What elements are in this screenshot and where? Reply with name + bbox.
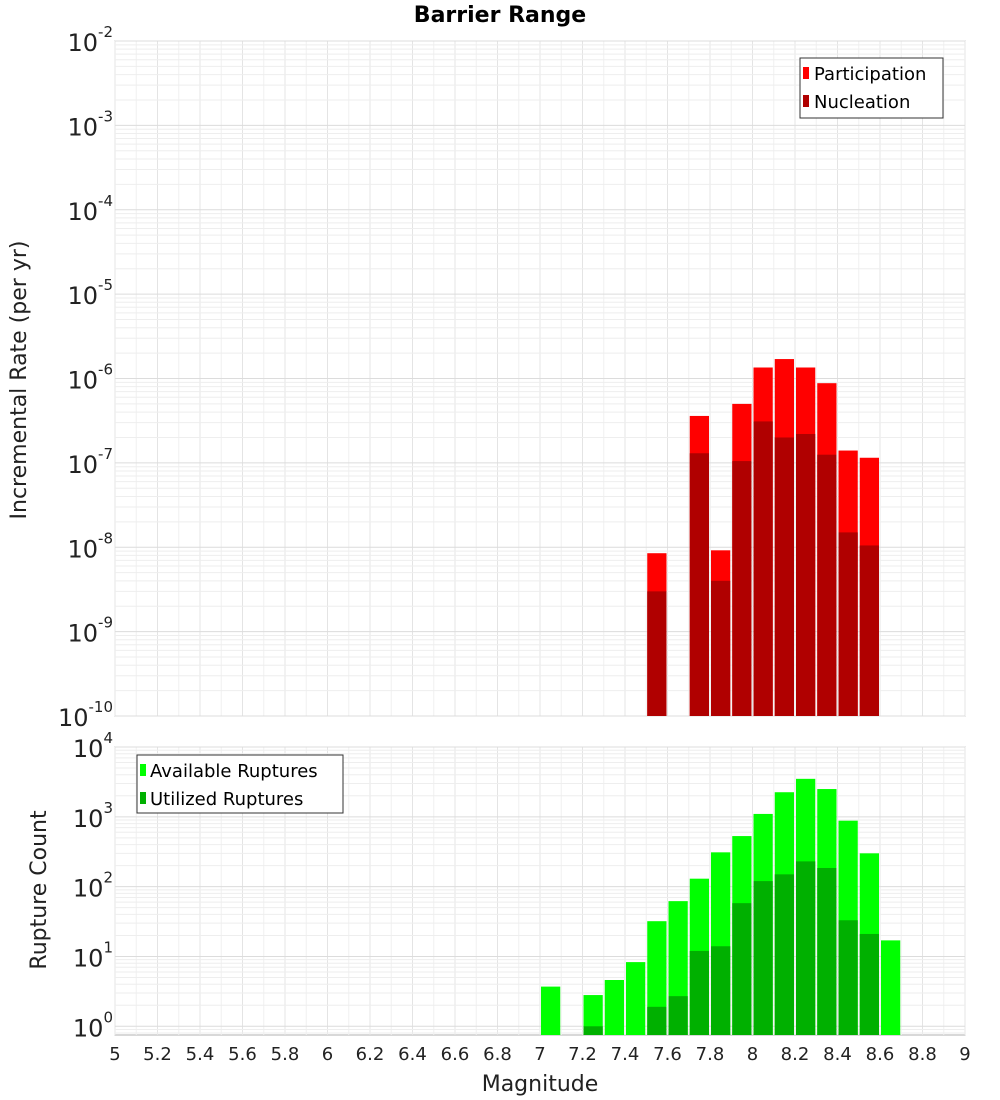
x-tick-label: 8.8 (908, 1044, 937, 1065)
available-ruptures-bar (583, 995, 603, 1035)
available-ruptures-bar (541, 986, 561, 1035)
x-tick-label: 6 (322, 1044, 333, 1065)
participation-legend-swatch (803, 67, 809, 79)
top-y-axis-label: Incremental Rate (per yr) (7, 241, 32, 520)
bottom-legend: Available Ruptures Utilized Ruptures (136, 754, 344, 814)
x-tick-label: 5.2 (143, 1044, 172, 1065)
bottom-plot: 104 103 102 101 100 5 5.2 5.4 5.6 5.8 6 6.2 6.4 6.6 6… (27, 729, 971, 1097)
available-ruptures-legend-swatch (140, 764, 146, 776)
top-gridlines (114, 40, 966, 717)
utilized-ruptures-bar (774, 874, 794, 1035)
x-tick-label: 5 (109, 1044, 120, 1065)
nucleation-legend-swatch (803, 95, 809, 107)
top-bars (647, 359, 879, 716)
x-tick-label: 8.4 (823, 1044, 852, 1065)
utilized-ruptures-bar (647, 1006, 667, 1035)
y-tick-label: 10-8 (67, 529, 113, 563)
utilized-ruptures-bar (668, 996, 688, 1035)
utilized-ruptures-legend-label: Utilized Ruptures (150, 789, 303, 810)
bottom-y-ticks: 104 103 102 101 100 (73, 729, 113, 1042)
bottom-bars (541, 778, 901, 1035)
utilized-ruptures-bar (796, 861, 816, 1035)
x-tick-label: 6.6 (441, 1044, 470, 1065)
x-tick-label: 7.6 (653, 1044, 682, 1065)
y-tick-label: 10-6 (67, 361, 113, 395)
y-tick-label: 10-3 (67, 107, 113, 141)
utilized-ruptures-bar (838, 920, 858, 1035)
x-axis-label: Magnitude (482, 1072, 599, 1097)
y-tick-label: 101 (73, 938, 113, 972)
x-tick-label: 7.2 (568, 1044, 597, 1065)
y-tick-label: 10-2 (67, 23, 113, 57)
utilized-ruptures-bar (817, 867, 837, 1035)
nucleation-legend-label: Nucleation (814, 92, 910, 113)
y-tick-label: 10-10 (58, 698, 113, 732)
available-ruptures-bar (881, 940, 901, 1035)
x-tick-label: 8.2 (781, 1044, 810, 1065)
x-tick-label: 9 (959, 1044, 970, 1065)
utilized-ruptures-bar (711, 946, 731, 1035)
top-y-ticks: 10-2 10-3 10-4 10-5 10-6 10-7 10-8 10-9 10-10 (58, 23, 113, 732)
x-tick-label: 8.6 (866, 1044, 895, 1065)
utilized-ruptures-bar (732, 903, 752, 1035)
nucleation-bar (774, 437, 794, 716)
y-tick-label: 10-5 (67, 276, 113, 310)
nucleation-bar (732, 461, 752, 716)
chart-title: Barrier Range (414, 3, 586, 28)
nucleation-bar (796, 433, 816, 716)
x-tick-label: 5.6 (228, 1044, 257, 1065)
top-plot: 10-2 10-3 10-4 10-5 10-6 10-7 10-8 10-9 10-10 In… (7, 23, 966, 732)
y-tick-label: 10-7 (67, 445, 113, 479)
nucleation-bar (838, 532, 858, 716)
y-tick-label: 10-9 (67, 614, 113, 648)
x-tick-label: 5.4 (186, 1044, 215, 1065)
utilized-ruptures-bar (689, 950, 709, 1035)
y-tick-label: 104 (73, 729, 113, 763)
utilized-ruptures-bar (859, 933, 879, 1035)
utilized-ruptures-bar (753, 881, 773, 1035)
nucleation-bar (753, 421, 773, 716)
x-tick-label: 6.2 (356, 1044, 385, 1065)
bottom-legend-box (136, 754, 344, 814)
available-ruptures-bar (626, 962, 646, 1035)
available-ruptures-legend-label: Available Ruptures (150, 761, 318, 782)
y-tick-label: 102 (73, 869, 113, 903)
x-tick-label: 6.8 (483, 1044, 512, 1065)
x-tick-label: 8 (747, 1044, 758, 1065)
utilized-ruptures-bar (583, 1026, 603, 1035)
x-tick-label: 7.4 (611, 1044, 640, 1065)
x-tick-label: 7.8 (696, 1044, 725, 1065)
nucleation-bar (859, 545, 879, 716)
x-tick-label: 6.4 (398, 1044, 427, 1065)
nucleation-bar (817, 454, 837, 716)
y-tick-label: 10-4 (67, 192, 113, 226)
utilized-ruptures-legend-swatch (140, 792, 146, 804)
available-ruptures-bar (647, 921, 667, 1035)
x-tick-label: 5.8 (271, 1044, 300, 1065)
bottom-y-axis-label: Rupture Count (27, 810, 52, 970)
y-tick-label: 103 (73, 799, 113, 833)
nucleation-bar (689, 453, 709, 716)
x-tick-label: 7 (534, 1044, 545, 1065)
nucleation-bar (711, 580, 731, 716)
y-tick-label: 100 (73, 1008, 113, 1042)
nucleation-bar (647, 591, 667, 716)
x-ticks: 5 5.2 5.4 5.6 5.8 6 6.2 6.4 6.6 6.8 7 7.2 7.4 7.6 7.8 8… (109, 1044, 970, 1065)
top-legend-box (799, 57, 944, 119)
top-legend: Participation Nucleation (799, 57, 944, 119)
participation-legend-label: Participation (814, 64, 926, 85)
available-ruptures-bar (604, 980, 624, 1035)
